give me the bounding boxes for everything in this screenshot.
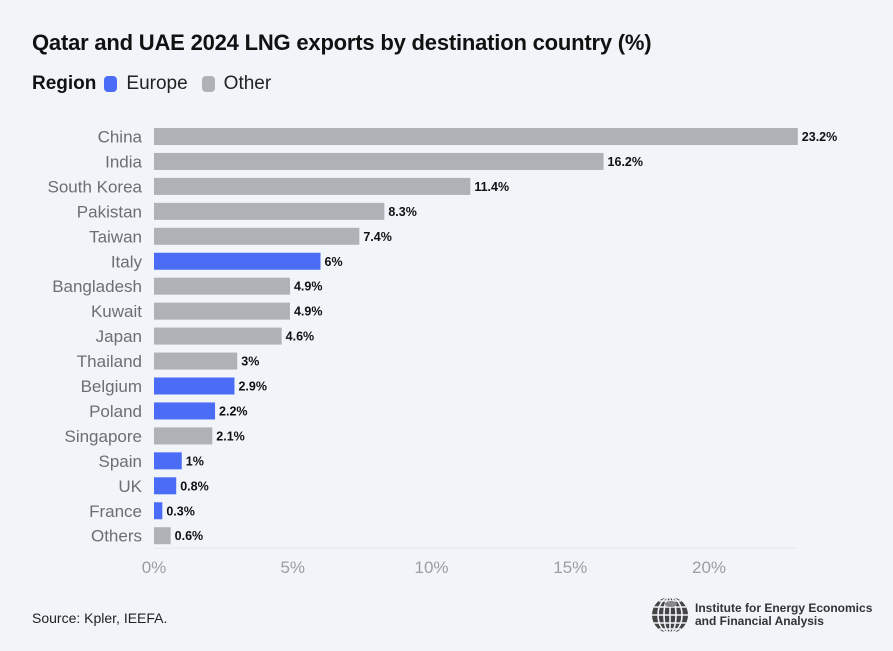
category-label: Japan (96, 327, 142, 346)
category-label: South Korea (47, 177, 142, 196)
globe-icon (652, 596, 688, 634)
legend-item-europe[interactable]: Europe (104, 73, 188, 95)
bar-thailand[interactable] (154, 352, 238, 370)
legend-swatch-europe (104, 76, 118, 92)
bar-others[interactable] (154, 527, 171, 545)
bar-poland[interactable] (154, 402, 216, 420)
category-label: Poland (89, 402, 142, 421)
legend-label-europe: Europe (126, 73, 188, 94)
legend-title: Region (32, 73, 97, 94)
category-label: China (98, 128, 143, 147)
bar-uk[interactable] (154, 477, 177, 495)
value-label: 1% (186, 454, 204, 468)
category-label: UK (118, 477, 142, 496)
bar-kuwait[interactable] (154, 302, 290, 320)
source-note: Source: Kpler, IEEFA. (32, 610, 168, 626)
logo-line-2: and Financial Analysis (695, 614, 824, 628)
bar-chart: China 23.2% India 16.2% South Korea 11.4% Paki… (47, 128, 837, 578)
category-label: France (89, 502, 142, 521)
x-tick-label: 5% (280, 558, 305, 577)
category-label: Belgium (81, 377, 142, 396)
logo-line-1: Institute for Energy Economics (695, 601, 873, 615)
value-label: 4.9% (294, 305, 323, 319)
chart-title: Qatar and UAE 2024 LNG exports by destin… (32, 30, 652, 55)
value-label: 7.4% (363, 230, 392, 244)
legend-label-other: Other (223, 73, 272, 94)
x-tick-label: 15% (553, 558, 587, 577)
bar-spain[interactable] (154, 452, 182, 470)
value-label: 6% (325, 255, 343, 269)
bar-pakistan[interactable] (154, 202, 385, 220)
value-label: 8.3% (388, 205, 417, 219)
legend: Region Europe Other (32, 73, 285, 95)
bar-south-korea[interactable] (154, 177, 471, 195)
value-label: 4.9% (294, 280, 323, 294)
value-label: 4.6% (286, 330, 315, 344)
category-label: Kuwait (91, 302, 142, 321)
value-label: 2.2% (219, 404, 248, 418)
x-tick-label: 10% (414, 558, 448, 577)
category-label: Thailand (77, 352, 142, 371)
bar-taiwan[interactable] (154, 227, 360, 245)
value-label: 2.9% (238, 380, 267, 394)
bar-italy[interactable] (154, 252, 321, 270)
category-label: Singapore (64, 427, 142, 446)
value-label: 0.6% (175, 529, 204, 543)
value-label: 11.4% (474, 180, 509, 194)
bar-bangladesh[interactable] (154, 277, 290, 295)
value-label: 2.1% (216, 429, 245, 443)
legend-swatch-other (201, 76, 215, 92)
category-label: India (105, 152, 142, 171)
value-label: 0.3% (166, 504, 195, 518)
category-label: Bangladesh (52, 277, 142, 296)
value-label: 0.8% (180, 479, 209, 493)
x-tick-label: 0% (142, 558, 167, 577)
x-tick-label: 20% (692, 558, 726, 577)
bar-china[interactable] (154, 128, 798, 145)
value-label: 23.2% (802, 130, 837, 144)
ieefa-logo: Institute for Energy Economics and Finan… (651, 596, 872, 634)
value-label: 16.2% (608, 155, 643, 169)
category-label: Pakistan (77, 202, 142, 221)
bar-japan[interactable] (154, 327, 282, 345)
legend-item-other[interactable]: Other (201, 73, 272, 95)
category-label: Taiwan (89, 227, 142, 246)
bar-france[interactable] (154, 502, 163, 520)
bar-singapore[interactable] (154, 427, 213, 445)
value-label: 3% (241, 355, 259, 369)
bar-india[interactable] (154, 152, 604, 170)
category-label: Italy (111, 252, 143, 271)
category-label: Others (91, 527, 142, 546)
bar-belgium[interactable] (154, 377, 235, 395)
category-label: Spain (99, 452, 142, 471)
